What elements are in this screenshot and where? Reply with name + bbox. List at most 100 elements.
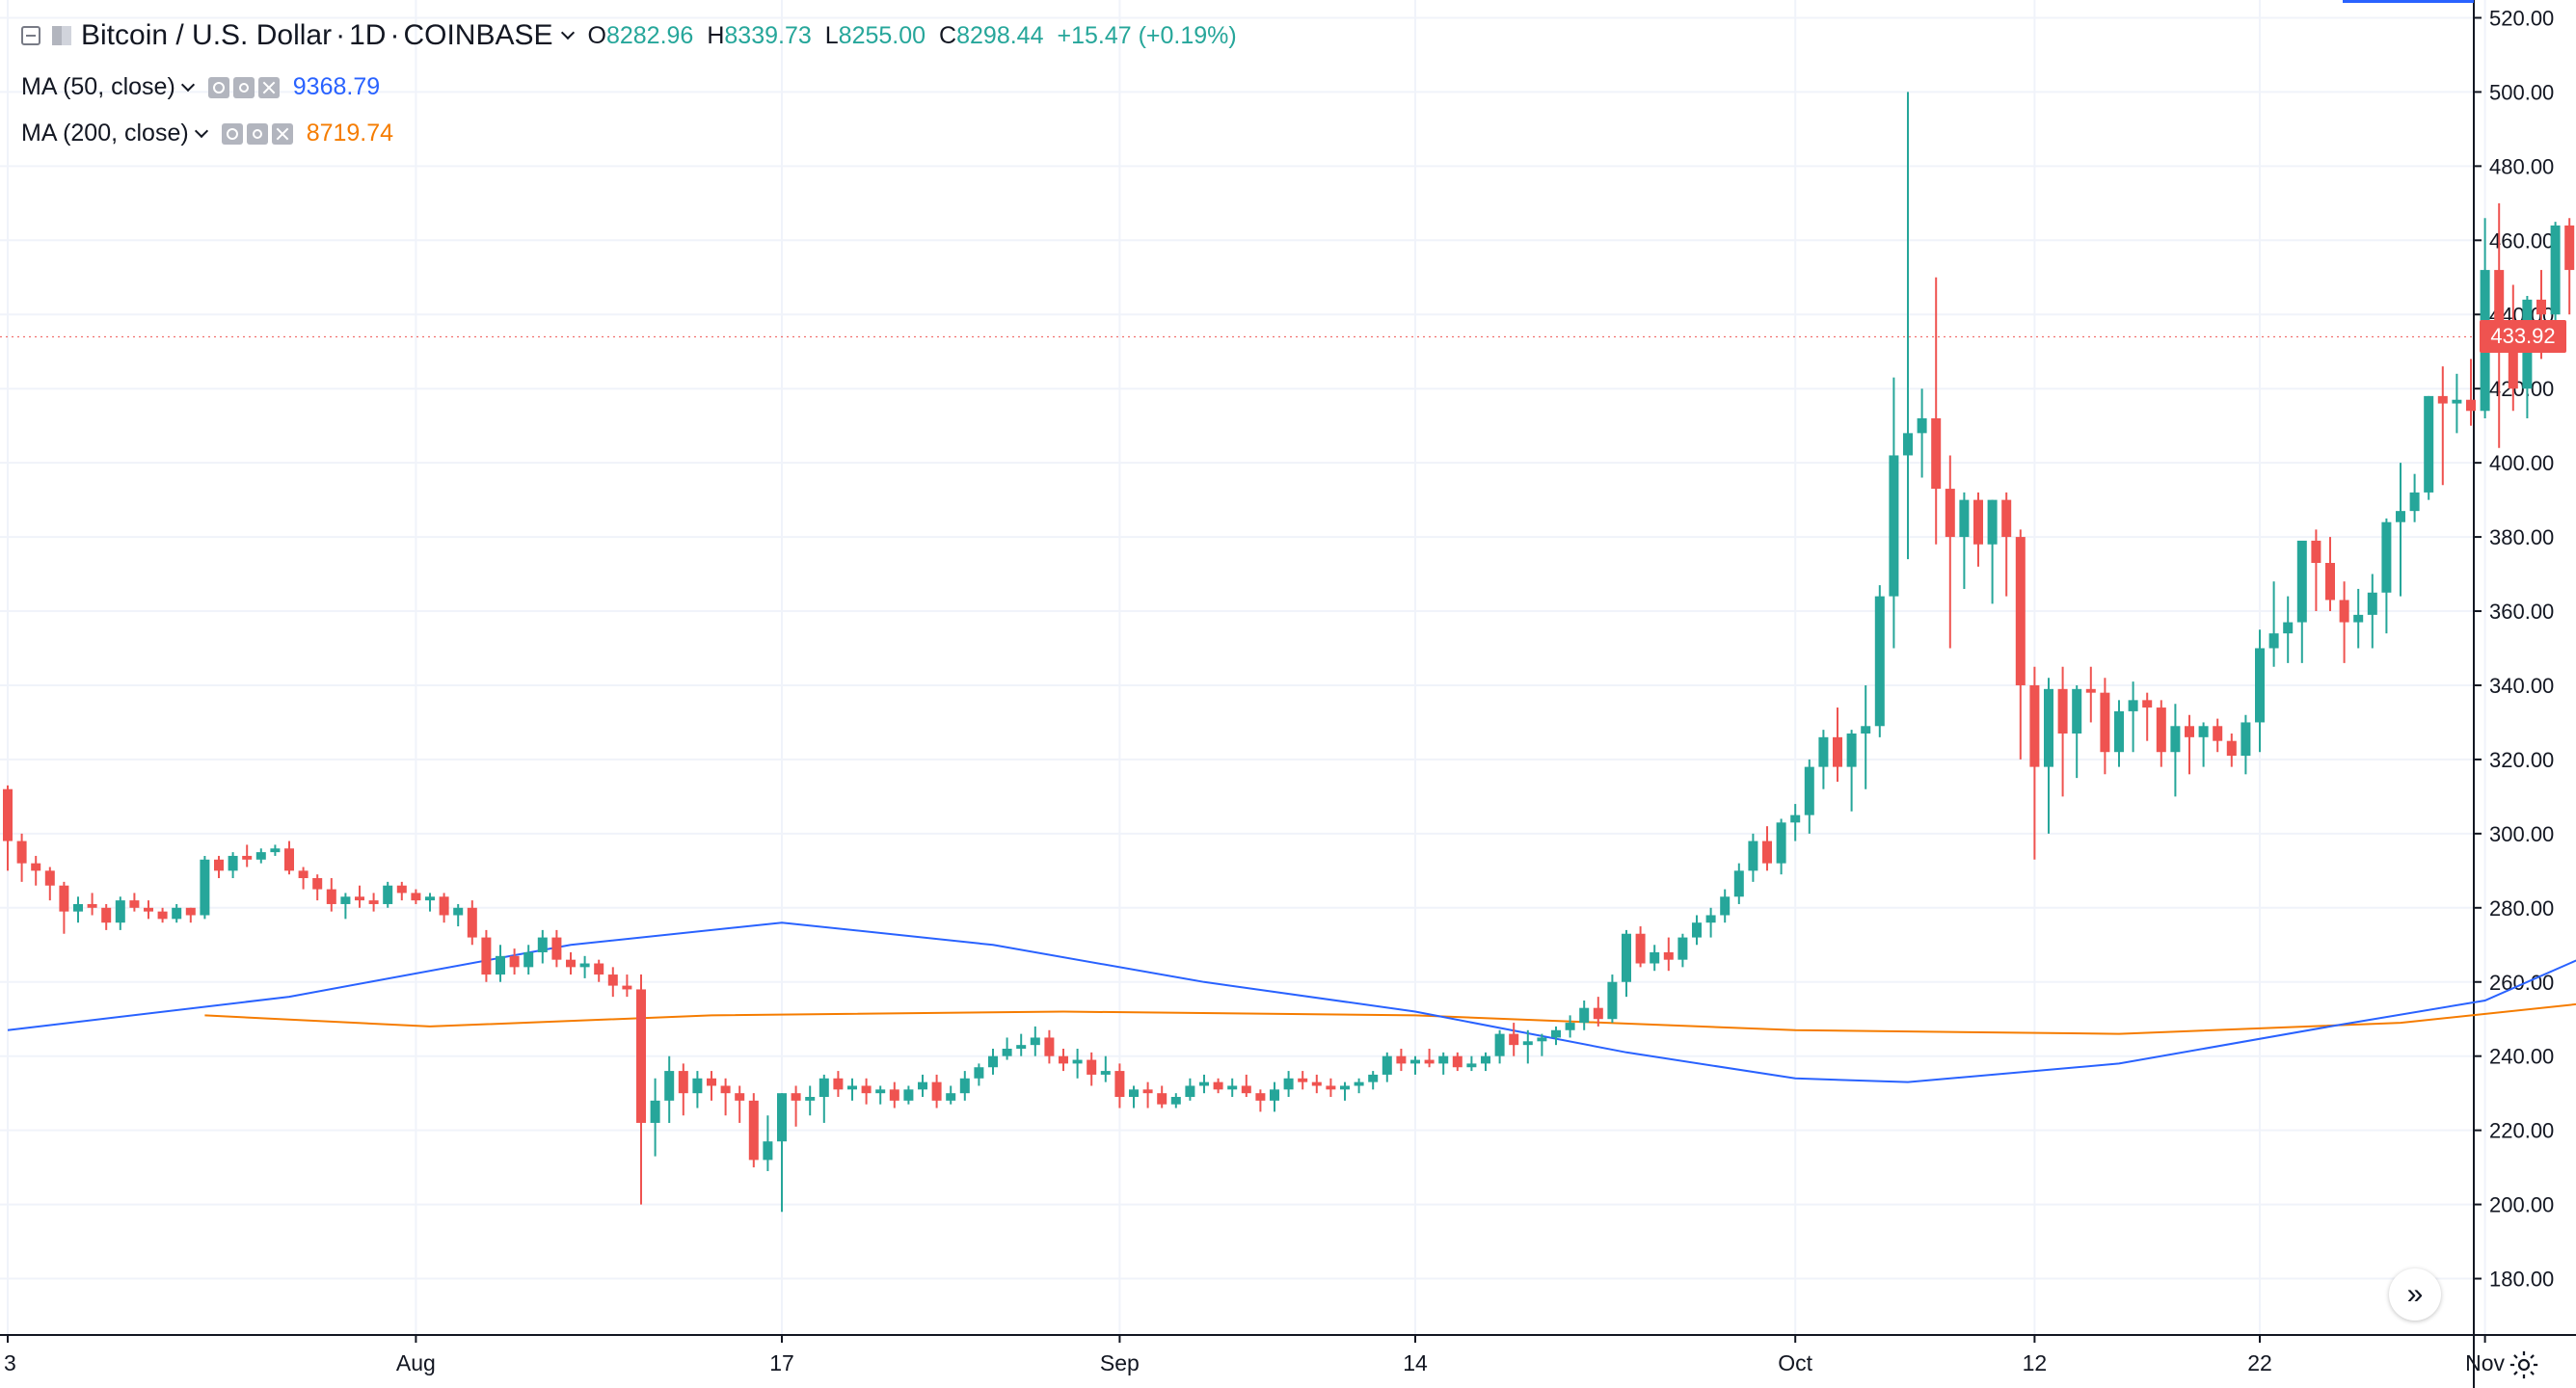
candle-body xyxy=(2311,540,2321,564)
last-price-tag: 433.92 xyxy=(2480,320,2566,354)
collapse-legend-icon[interactable] xyxy=(21,26,40,45)
candle-body xyxy=(678,1071,688,1094)
candle-body xyxy=(1016,1045,1027,1049)
candle-body xyxy=(1861,726,1871,734)
candle-body xyxy=(439,896,449,916)
candle-body xyxy=(172,907,182,920)
candle-body xyxy=(1340,1085,1350,1090)
candle-body xyxy=(185,907,196,916)
candle-body xyxy=(1889,455,1899,597)
candle-body xyxy=(2409,492,2420,512)
gear-icon xyxy=(2509,1350,2538,1379)
candle-body xyxy=(1874,596,1885,727)
candle-body xyxy=(1466,1063,1477,1068)
candle-body xyxy=(1142,1089,1153,1094)
candle-body xyxy=(1622,933,1631,982)
candle-body xyxy=(607,974,618,986)
candle-body xyxy=(2396,511,2405,522)
candle-body xyxy=(2381,521,2392,593)
ohlc-low: L8255.00 xyxy=(824,21,926,49)
eye-icon[interactable] xyxy=(207,76,229,98)
candle-body xyxy=(2198,726,2209,737)
settings-button[interactable] xyxy=(2503,1344,2545,1386)
candle-body xyxy=(735,1093,745,1101)
candle-body xyxy=(2268,633,2279,649)
candle-body xyxy=(1593,1007,1603,1020)
candle-body xyxy=(523,951,534,968)
y-tick-label: 220.00 xyxy=(2489,1119,2554,1143)
candle-body xyxy=(777,1093,787,1142)
candle-body xyxy=(1790,814,1801,823)
candle-body xyxy=(636,989,646,1123)
symbol-title[interactable]: Bitcoin / U.S. Dollar xyxy=(81,19,333,51)
y-tick-label: 240.00 xyxy=(2489,1045,2554,1069)
gear-icon[interactable] xyxy=(246,122,268,145)
candle-body xyxy=(2283,622,2294,634)
candle-body xyxy=(1818,736,1829,767)
ma50-value: 9368.79 xyxy=(292,73,381,100)
candle-body xyxy=(1059,1055,1068,1064)
candle-body xyxy=(1917,417,1927,434)
candle-body xyxy=(1199,1081,1209,1086)
chevron-down-icon[interactable] xyxy=(560,25,575,40)
eye-icon[interactable] xyxy=(221,122,243,145)
candle-body xyxy=(284,848,294,871)
candle-body xyxy=(903,1089,914,1101)
candle-body xyxy=(453,907,464,916)
candle-body xyxy=(1241,1085,1251,1094)
candle-body xyxy=(1762,841,1772,864)
candle-body xyxy=(340,896,351,904)
candle-body xyxy=(411,893,421,901)
candle-body xyxy=(1833,736,1842,767)
y-tick-label: 340.00 xyxy=(2489,674,2554,698)
candle-body xyxy=(2170,726,2181,753)
gear-icon[interactable] xyxy=(232,76,255,98)
candle-body xyxy=(537,937,548,952)
x-tick-label: 3 xyxy=(4,1350,16,1375)
candle-body xyxy=(988,1055,998,1068)
candle-body xyxy=(2255,648,2265,723)
chevron-down-icon[interactable] xyxy=(194,123,208,138)
candle-body xyxy=(664,1071,675,1101)
candle-body xyxy=(242,855,253,860)
candle-body xyxy=(1087,1059,1097,1075)
ma50-label[interactable]: MA (50, close) xyxy=(21,73,175,100)
candle-body xyxy=(1973,499,1983,545)
candle-body xyxy=(1551,1029,1561,1038)
candle-body xyxy=(1396,1055,1407,1064)
candle-body xyxy=(1255,1093,1266,1101)
candle-body xyxy=(2452,399,2462,404)
candle-body xyxy=(312,878,323,890)
y-tick-label: 480.00 xyxy=(2489,154,2554,178)
candle-body xyxy=(763,1141,773,1161)
candle-body xyxy=(1002,1049,1012,1056)
exchange-label[interactable]: COINBASE xyxy=(403,19,553,51)
candle-body xyxy=(2536,299,2546,315)
top-accent-bar xyxy=(2343,0,2474,3)
candle-body xyxy=(1185,1085,1195,1098)
candle-body xyxy=(720,1085,731,1094)
candle-body xyxy=(200,859,210,916)
candle-body xyxy=(1565,1023,1575,1030)
ohlc-open: O8282.96 xyxy=(587,21,694,49)
candle-body xyxy=(1650,951,1660,964)
candle-body xyxy=(1804,766,1814,815)
candle-body xyxy=(509,955,520,968)
candle-body xyxy=(1903,433,1913,456)
close-icon[interactable] xyxy=(257,76,280,98)
scroll-to-realtime-button[interactable]: » xyxy=(2389,1268,2441,1321)
candle-body xyxy=(368,900,379,904)
x-tick-label: 17 xyxy=(769,1350,794,1375)
candle-body xyxy=(1227,1085,1238,1090)
x-tick-label: 22 xyxy=(2247,1350,2272,1375)
ma200-label[interactable]: MA (200, close) xyxy=(21,120,189,147)
interval-label[interactable]: 1D xyxy=(349,19,387,51)
candle-body xyxy=(791,1093,801,1101)
y-tick-label: 520.00 xyxy=(2489,6,2554,30)
chevron-down-icon[interactable] xyxy=(180,77,195,92)
x-tick-label: Nov xyxy=(2465,1350,2505,1375)
y-tick-label: 380.00 xyxy=(2489,525,2554,549)
candle-body xyxy=(1114,1071,1125,1098)
close-icon[interactable] xyxy=(271,122,293,145)
